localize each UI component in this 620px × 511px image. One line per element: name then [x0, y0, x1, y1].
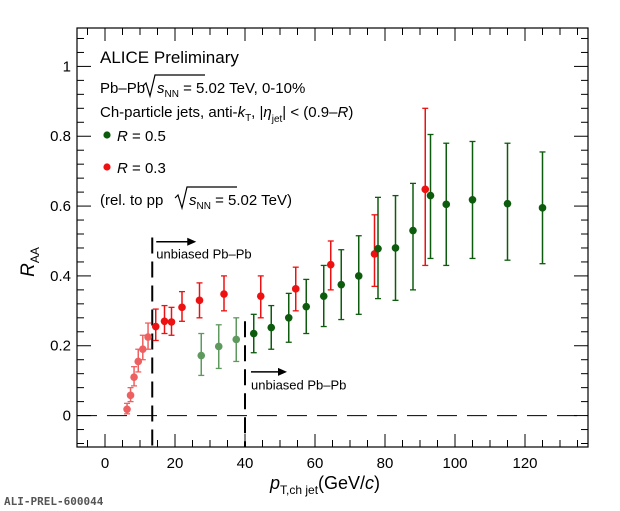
x-tick-label: 20 [167, 455, 184, 472]
series-2 [249, 133, 547, 354]
data-point [144, 333, 152, 341]
series-3 [197, 317, 241, 377]
data-point [468, 195, 477, 204]
data-point [319, 292, 328, 300]
data-point [337, 280, 346, 289]
unbiased-markers: unbiased Pb–Pb unbiased Pb–Pb [151, 237, 346, 447]
data-point [214, 342, 223, 351]
data-point [151, 322, 160, 331]
svg-text:Pb–Pb: Pb–Pb [100, 80, 145, 97]
data-point [409, 226, 417, 235]
data-point [374, 244, 382, 253]
data-point [195, 296, 204, 305]
y-axis-label: RAA [18, 247, 42, 277]
data-points [123, 107, 547, 415]
data-point [134, 357, 143, 366]
preliminary-label: ALICE Preliminary [100, 48, 239, 67]
legend: R = 0.5 R = 0.3 [103, 128, 166, 177]
data-point [178, 303, 186, 312]
data-point [139, 345, 147, 354]
x-tick-label: 120 [512, 455, 537, 472]
unbiased-r05-arrow-head [278, 367, 287, 376]
figure-id: ALI-PREL-600044 [4, 495, 104, 508]
data-point [503, 199, 512, 208]
x-tick-label: 80 [377, 455, 394, 472]
data-point [538, 204, 547, 212]
legend-marker-r05 [103, 131, 111, 139]
unbiased-r05-label: unbiased Pb–Pb [251, 377, 346, 392]
data-point [302, 302, 311, 311]
data-point [442, 200, 451, 209]
y-tick-label: 0.8 [50, 128, 71, 145]
series-1 [123, 322, 152, 415]
data-point [391, 244, 400, 252]
y-tick-label: 0.2 [50, 338, 71, 355]
y-tick-label: 0.4 [50, 268, 71, 285]
system-annotation: Pb–Pb sNN = 5.02 TeV, 0-10% [100, 74, 305, 100]
svg-text:sNN = 5.02 TeV, 0-10%: sNN = 5.02 TeV, 0-10% [157, 80, 305, 100]
data-point [326, 260, 335, 269]
jets-annotation: Ch-particle jets, anti-kT, |ηjet| < (0.9… [100, 104, 353, 125]
y-tick-label: 0 [63, 408, 71, 425]
x-tick-label: 100 [442, 455, 467, 472]
x-tick-label: 0 [101, 455, 109, 472]
data-point [130, 373, 138, 381]
data-point [249, 329, 258, 338]
legend-label-r05: R = 0.5 [117, 128, 166, 145]
data-point [354, 272, 363, 280]
y-tick-label: 0.6 [50, 198, 71, 215]
unbiased-r03-label: unbiased Pb–Pb [156, 246, 251, 261]
legend-marker-r03 [103, 163, 111, 171]
data-point [421, 185, 430, 194]
data-point [126, 391, 135, 400]
data-point [426, 191, 435, 200]
data-point [160, 317, 169, 326]
reference-annotation: (rel. to pp sNN = 5.02 TeV) [100, 186, 292, 212]
svg-text:Ch-particle jets, anti-kT, |ηj: Ch-particle jets, anti-kT, |ηjet| < (0.9… [100, 104, 353, 125]
x-tick-label: 60 [307, 455, 324, 472]
series-0 [151, 107, 430, 342]
y-tick-label: 1 [63, 58, 71, 75]
unbiased-r03-arrow-head [187, 237, 197, 246]
data-point [256, 292, 265, 300]
data-point [197, 351, 206, 360]
svg-text:(rel. to pp: (rel. to pp [100, 192, 163, 209]
data-point [167, 318, 176, 326]
legend-label-r03: R = 0.3 [117, 160, 166, 177]
svg-text:sNN = 5.02 TeV): sNN = 5.02 TeV) [189, 192, 292, 212]
data-point [232, 335, 241, 344]
x-tick-label: 40 [237, 455, 254, 472]
data-point [220, 290, 228, 298]
data-point [123, 405, 131, 414]
data-point [291, 285, 300, 293]
data-point [267, 323, 276, 332]
axis-ticks: 0 20 40 60 80 100 120 0 0.2 0.4 0.6 0.8 1 [50, 28, 588, 472]
data-point [284, 314, 293, 322]
x-axis-label: pT,ch jet(GeV/c) [269, 473, 380, 497]
